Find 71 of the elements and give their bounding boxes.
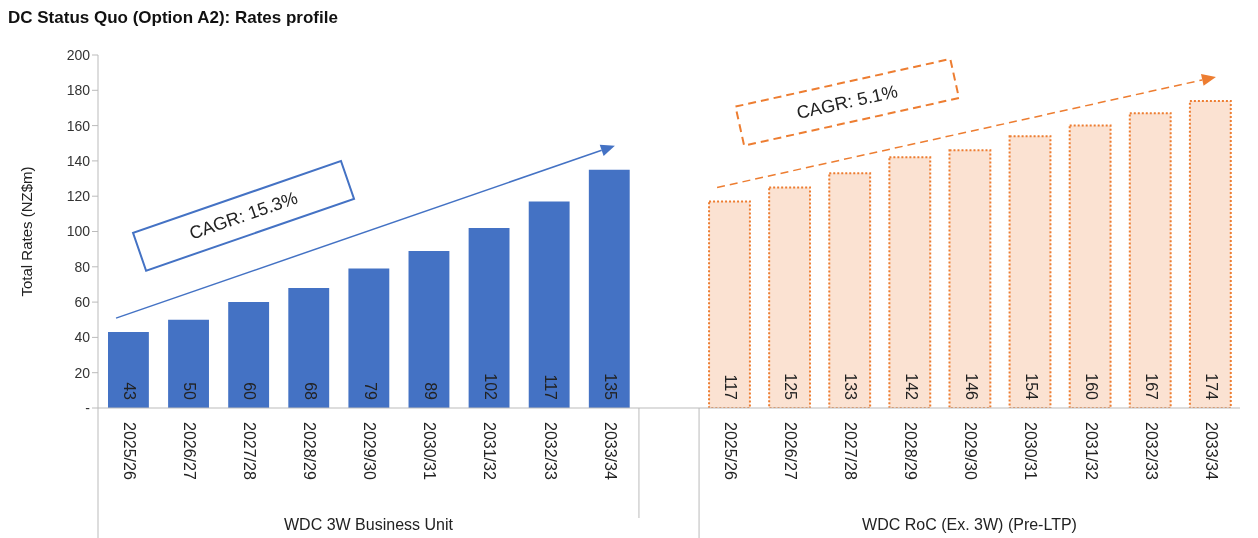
x-tick-label: 2027/28 <box>842 422 860 480</box>
bar <box>888 156 932 408</box>
x-tick-label: 2032/33 <box>541 422 559 480</box>
data-label: 154 <box>1022 373 1040 401</box>
x-tick-label: 2033/34 <box>1202 422 1220 480</box>
data-label: 160 <box>1082 373 1100 401</box>
data-label: 125 <box>782 373 800 401</box>
y-tick-label: 60 <box>74 294 91 311</box>
data-label: 79 <box>361 382 379 401</box>
data-label: 68 <box>301 382 319 401</box>
x-tick-label: 2026/27 <box>180 422 198 480</box>
data-label: 117 <box>541 374 559 401</box>
text: WDC 3W Business Unit <box>284 516 454 533</box>
data-label: 102 <box>481 373 499 401</box>
data-label: 135 <box>602 373 620 401</box>
bar <box>708 200 751 408</box>
bar <box>768 186 812 408</box>
x-tick-label: 2029/30 <box>962 422 980 480</box>
x-tick-label: 2030/31 <box>421 422 439 480</box>
x-tick-label: 2025/26 <box>721 422 739 480</box>
x-tick-label: 2029/30 <box>361 422 379 480</box>
bar <box>228 302 270 408</box>
bar <box>288 287 330 408</box>
data-label: 50 <box>181 382 199 401</box>
y-tick-label: - <box>85 399 91 416</box>
bar <box>1188 99 1232 408</box>
text: WDC RoC (Ex. 3W) (Pre-LTP) <box>862 516 1077 533</box>
x-tick-label: 2031/32 <box>1082 422 1100 480</box>
y-tick-label: 140 <box>66 152 91 169</box>
y-tick-label: 100 <box>66 223 91 240</box>
y-tick-label: 40 <box>74 329 91 346</box>
data-label: 43 <box>121 382 139 401</box>
x-tick-label: 2032/33 <box>1142 422 1160 480</box>
annotation: CAGR: 5.1% <box>794 81 900 123</box>
y-tick-label: 200 <box>66 46 91 63</box>
bar <box>108 332 149 408</box>
x-tick-label: 2028/29 <box>902 422 920 480</box>
data-label: 146 <box>962 373 980 401</box>
bar <box>528 201 570 408</box>
data-label: 142 <box>902 373 920 401</box>
bar <box>468 227 510 408</box>
x-tick-label: 2028/29 <box>301 422 319 480</box>
x-tick-label: 2033/34 <box>601 422 619 480</box>
annotation: CAGR: 15.3% <box>186 187 301 244</box>
bar <box>828 172 872 408</box>
bar <box>1008 135 1052 408</box>
y-tick-label: 120 <box>66 188 91 205</box>
y-tick-label: 160 <box>66 117 91 134</box>
y-tick-label: 80 <box>74 258 91 275</box>
y-tick-label: 180 <box>66 82 91 99</box>
x-tick-label: 2027/28 <box>241 422 259 480</box>
bar <box>588 169 630 408</box>
bar <box>1128 112 1172 408</box>
data-label: 133 <box>842 373 860 401</box>
data-label: 117 <box>722 374 740 401</box>
x-tick-label: 2031/32 <box>481 422 499 480</box>
y-axis-title: Total Rates (NZ$m) <box>18 166 35 297</box>
data-label: 60 <box>241 382 259 401</box>
bar <box>348 268 390 408</box>
x-tick-label: 2025/26 <box>120 422 138 480</box>
data-label: 174 <box>1203 373 1221 401</box>
data-label: 167 <box>1142 373 1161 401</box>
x-tick-label: 2030/31 <box>1022 422 1040 480</box>
chart-title: DC Status Quo (Option A2): Rates profile <box>8 8 338 28</box>
bar <box>168 319 209 408</box>
data-label: 89 <box>421 382 439 401</box>
x-tick-label: 2026/27 <box>781 422 799 480</box>
y-tick-label: 20 <box>74 364 91 381</box>
bar <box>408 250 450 408</box>
bar <box>1068 124 1112 408</box>
bar <box>948 149 992 408</box>
